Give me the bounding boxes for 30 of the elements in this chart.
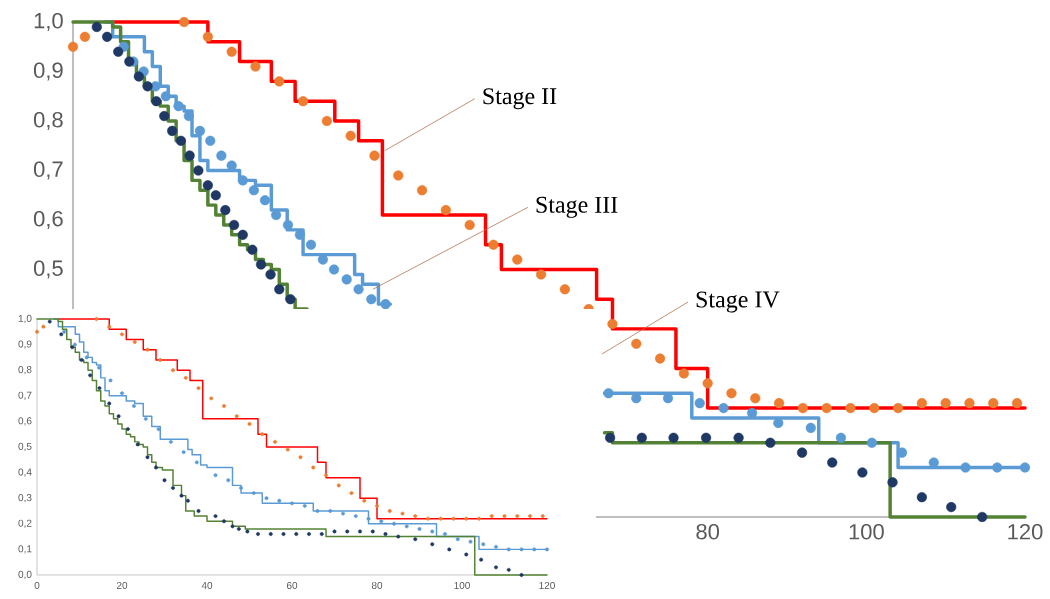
y-tick-label: 0,9 bbox=[18, 340, 32, 349]
x-tick-label: 0 bbox=[34, 581, 40, 589]
y-tick-label: 0,4 bbox=[18, 468, 32, 477]
y-tick-label: 0,3 bbox=[18, 494, 32, 503]
x-tick-label: 100 bbox=[454, 581, 470, 589]
y-tick-label: 1,0 bbox=[34, 12, 63, 32]
x-tick-label: 40 bbox=[201, 581, 213, 589]
y-tick-label: 0,5 bbox=[33, 260, 63, 279]
y-tick-label: 0,7 bbox=[33, 161, 63, 180]
y-tick-label: 0,7 bbox=[18, 391, 32, 400]
y-tick-label: 0,8 bbox=[33, 111, 63, 131]
x-tick-label: 80 bbox=[696, 523, 720, 540]
x-tick-label: 20 bbox=[116, 581, 128, 589]
y-tick-label: 0,9 bbox=[33, 62, 63, 81]
x-tick-label: 100 bbox=[849, 523, 884, 540]
x-tick-label: 60 bbox=[286, 581, 298, 589]
x-tick-label: 120 bbox=[539, 581, 555, 589]
y-tick-label: 0,6 bbox=[18, 417, 32, 426]
y-tick-label: 1,0 bbox=[18, 314, 32, 324]
annotation: Stage IV bbox=[696, 291, 780, 313]
y-tick-label: 0,2 bbox=[18, 519, 32, 528]
y-tick-label: 0,6 bbox=[33, 210, 63, 230]
y-tick-label: 0,5 bbox=[18, 442, 32, 452]
annotation: Stage III bbox=[536, 196, 618, 218]
x-tick-label: 120 bbox=[1008, 523, 1043, 540]
x-tick-label: 80 bbox=[371, 581, 383, 589]
y-tick-label: 0,1 bbox=[18, 545, 32, 554]
annotation: Stage II bbox=[483, 88, 557, 110]
y-tick-label: 0,0 bbox=[18, 570, 32, 580]
y-tick-label: 0,8 bbox=[18, 366, 32, 375]
